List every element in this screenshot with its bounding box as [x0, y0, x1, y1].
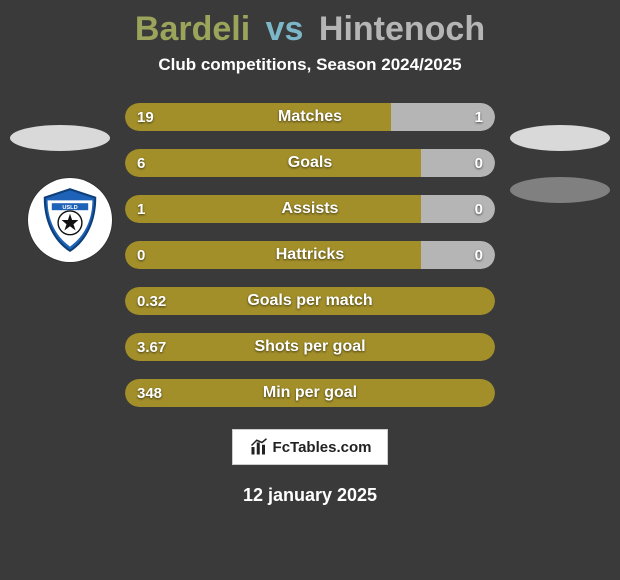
club-badge: USLD	[28, 178, 112, 262]
bar-left-segment	[125, 195, 421, 223]
right-club-placeholder	[510, 177, 610, 203]
versus-text: vs	[266, 10, 304, 48]
bar-right-segment	[421, 195, 495, 223]
bar-right-segment	[391, 103, 495, 131]
stat-row: 348Min per goal	[125, 379, 495, 407]
svg-text:USLD: USLD	[62, 205, 77, 211]
left-avatar-placeholder	[10, 125, 110, 151]
shield-icon: USLD	[35, 185, 105, 255]
comparison-title: Bardeli vs Hintenoch	[0, 0, 620, 55]
stat-row: 10Assists	[125, 195, 495, 223]
stat-row: 60Goals	[125, 149, 495, 177]
stat-row: 3.67Shots per goal	[125, 333, 495, 361]
bar-right-segment	[421, 149, 495, 177]
bar-left-segment	[125, 241, 421, 269]
bar-left-segment	[125, 333, 495, 361]
stat-row: 191Matches	[125, 103, 495, 131]
stat-row: 00Hattricks	[125, 241, 495, 269]
player1-name: Bardeli	[135, 10, 250, 48]
stat-bars: 191Matches 60Goals 10Assists 00Hattricks 0.3…	[125, 103, 495, 407]
right-avatar-placeholder	[510, 125, 610, 151]
bar-left-segment	[125, 103, 391, 131]
brand-text: FcTables.com	[273, 439, 372, 456]
stat-row: 0.32Goals per match	[125, 287, 495, 315]
bar-left-segment	[125, 379, 495, 407]
brand-box[interactable]: FcTables.com	[232, 429, 388, 465]
player2-name: Hintenoch	[319, 10, 485, 48]
date-text: 12 january 2025	[0, 485, 620, 506]
bar-left-segment	[125, 287, 495, 315]
bar-left-segment	[125, 149, 421, 177]
subtitle: Club competitions, Season 2024/2025	[0, 55, 620, 75]
bar-right-segment	[421, 241, 495, 269]
chart-icon	[249, 438, 269, 456]
